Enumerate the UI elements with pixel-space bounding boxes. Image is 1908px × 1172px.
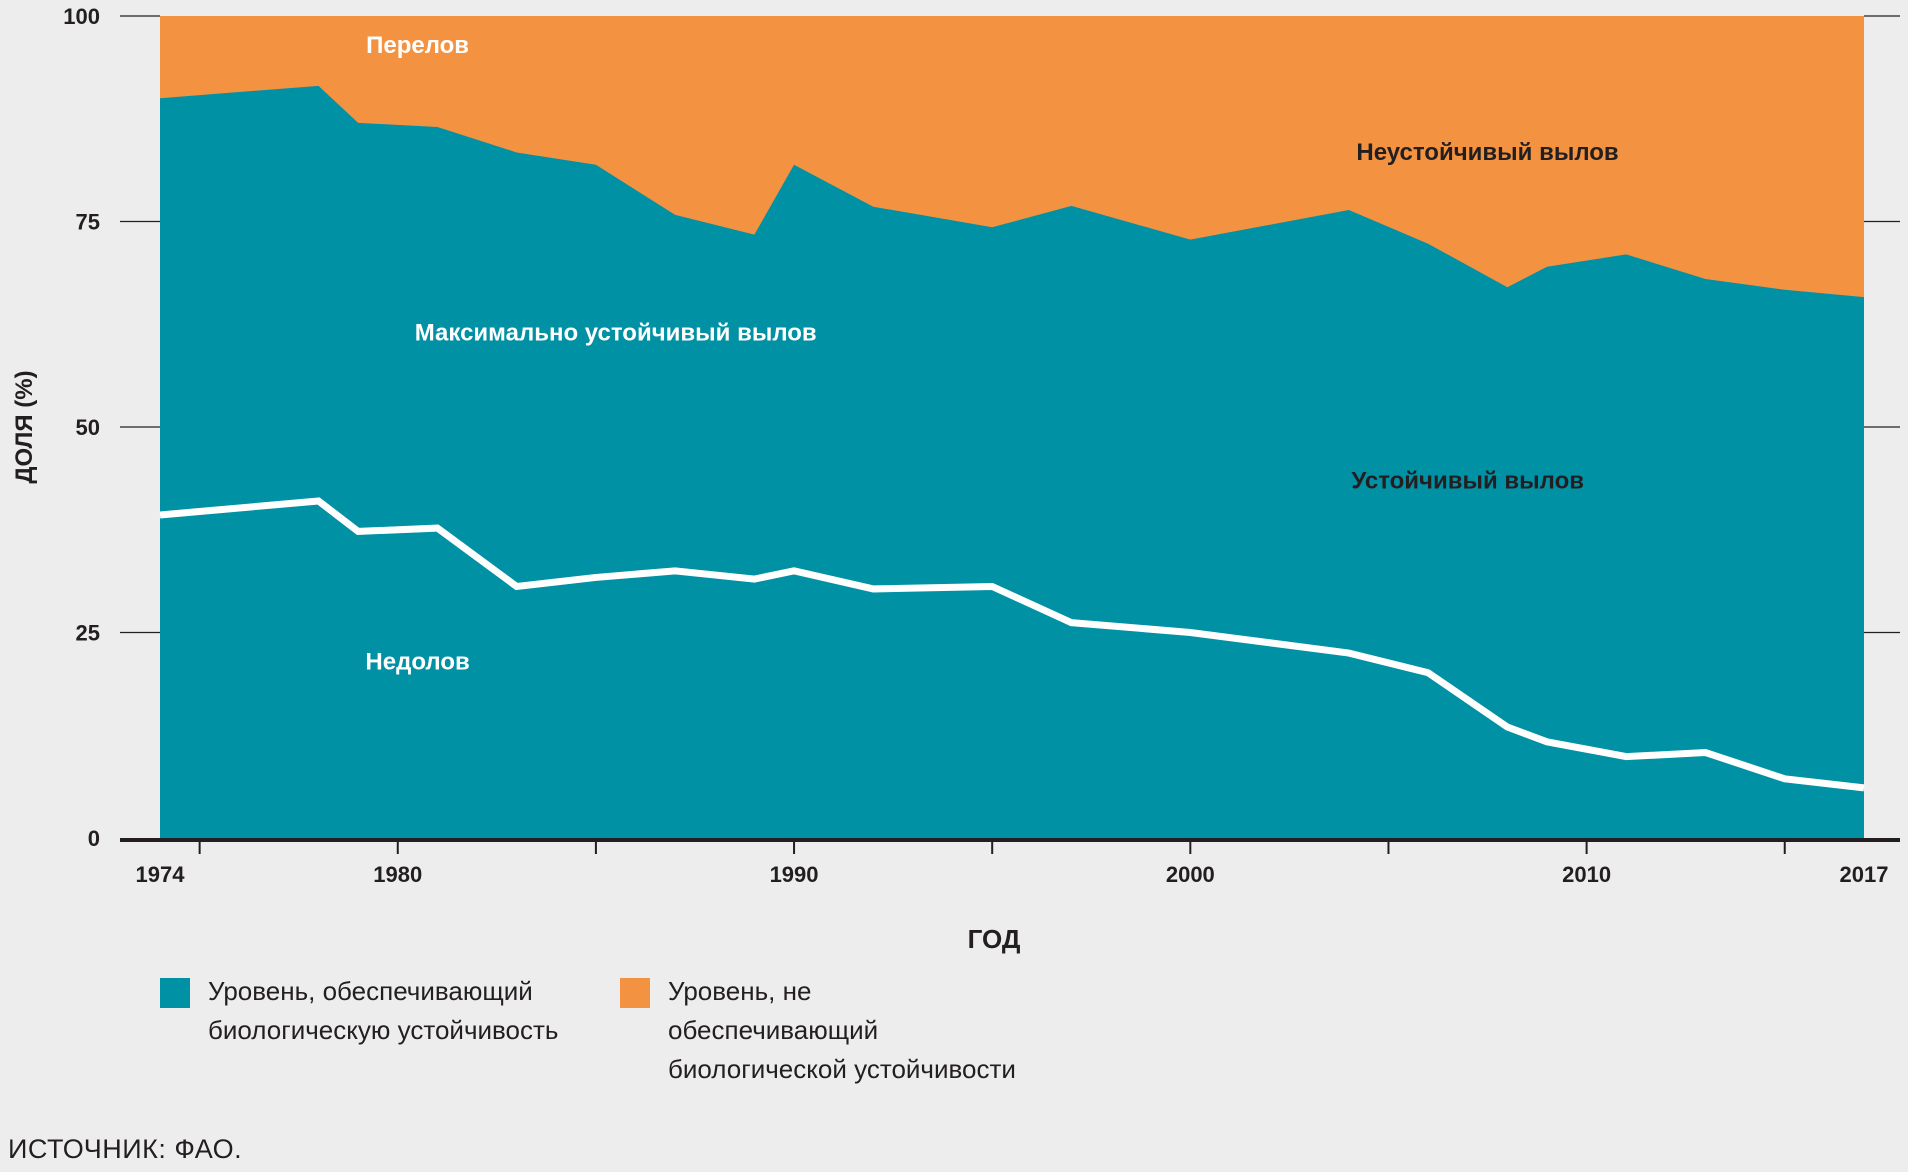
y-axis: 0 25 50 75 100 bbox=[63, 4, 1900, 851]
x-tick-label: 1980 bbox=[373, 862, 422, 887]
line-underfished bbox=[159, 497, 1865, 792]
legend: Уровень, обеспечивающий биологическую ус… bbox=[160, 972, 1028, 1089]
x-tick-label: 2017 bbox=[1840, 862, 1889, 887]
area-label: Устойчивый вылов bbox=[1351, 468, 1584, 495]
y-axis-title: ДОЛЯ (%) bbox=[11, 370, 38, 483]
area-sustainable bbox=[160, 85, 1864, 839]
stacked-area-chart: 0 25 50 75 100 1974 1980 1990 2000 2010 2017 Пере… bbox=[11, 4, 1900, 954]
area-label: Недолов bbox=[365, 648, 469, 675]
x-tick-label: 1974 bbox=[136, 862, 186, 887]
legend-label: Уровень, обеспечивающий биологическую ус… bbox=[208, 976, 559, 1045]
y-tick-label: 100 bbox=[63, 4, 100, 29]
y-tick-label: 25 bbox=[76, 621, 100, 646]
x-axis-title: ГОД bbox=[968, 924, 1021, 954]
area-label: Неустойчивый вылов bbox=[1356, 139, 1618, 166]
x-tick-label: 2000 bbox=[1166, 862, 1215, 887]
source-note: ИСТОЧНИК: ФАО. bbox=[8, 1134, 243, 1164]
legend-item-sustainable: Уровень, обеспечивающий биологическую ус… bbox=[160, 972, 568, 1089]
x-tick-label: 1990 bbox=[770, 862, 819, 887]
x-tick-label: 2010 bbox=[1562, 862, 1611, 887]
y-tick-label: 75 bbox=[76, 210, 100, 235]
legend-label: Уровень, не обеспечивающий биологической… bbox=[668, 976, 1016, 1084]
area-annotations: Перелов Неустойчивый вылов Максимально уст… bbox=[365, 32, 1618, 675]
y-tick-label: 50 bbox=[76, 415, 100, 440]
area-label: Максимально устойчивый вылов bbox=[415, 320, 817, 347]
area-label: Перелов bbox=[366, 32, 469, 59]
y-tick-label: 0 bbox=[88, 826, 100, 851]
legend-swatch-teal bbox=[160, 978, 190, 1008]
legend-swatch-orange bbox=[620, 978, 650, 1008]
plot-areas bbox=[159, 16, 1865, 839]
x-axis: 1974 1980 1990 2000 2010 2017 bbox=[120, 838, 1900, 887]
legend-item-unsustainable: Уровень, не обеспечивающий биологической… bbox=[620, 972, 1028, 1089]
